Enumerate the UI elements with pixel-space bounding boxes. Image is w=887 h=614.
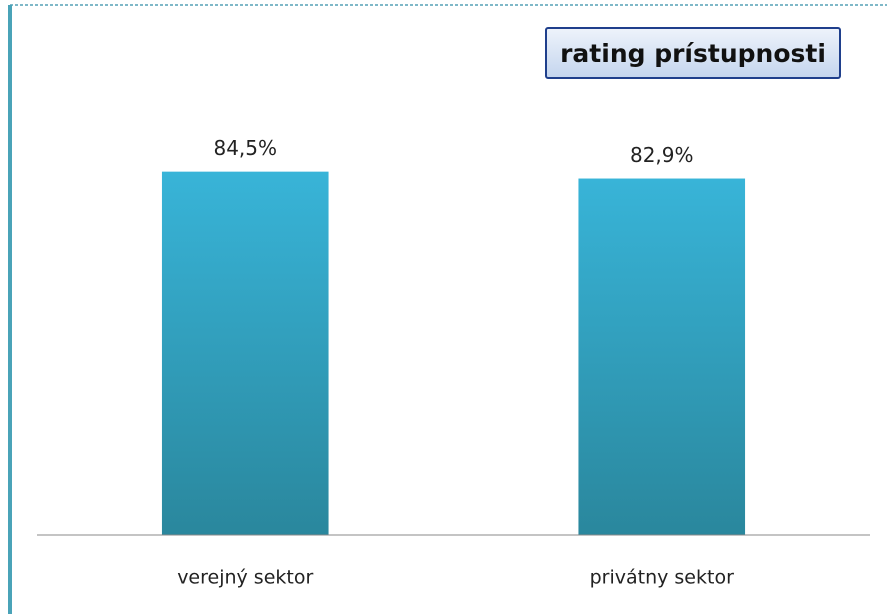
x-tick-label: privátny sektor	[590, 567, 734, 589]
bar	[161, 171, 329, 535]
data-label: 84,5%	[213, 136, 277, 160]
x-tick-label: verejný sektor	[177, 567, 313, 589]
bar	[578, 178, 746, 535]
title-box	[545, 27, 841, 79]
chart-title: rating prístupnosti	[560, 39, 826, 68]
data-label: 82,9%	[630, 143, 694, 167]
